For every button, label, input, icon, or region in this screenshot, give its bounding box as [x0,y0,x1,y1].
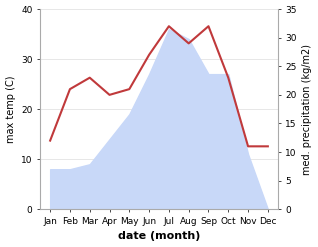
Y-axis label: med. precipitation (kg/m2): med. precipitation (kg/m2) [302,44,313,175]
Y-axis label: max temp (C): max temp (C) [5,75,16,143]
X-axis label: date (month): date (month) [118,231,200,242]
